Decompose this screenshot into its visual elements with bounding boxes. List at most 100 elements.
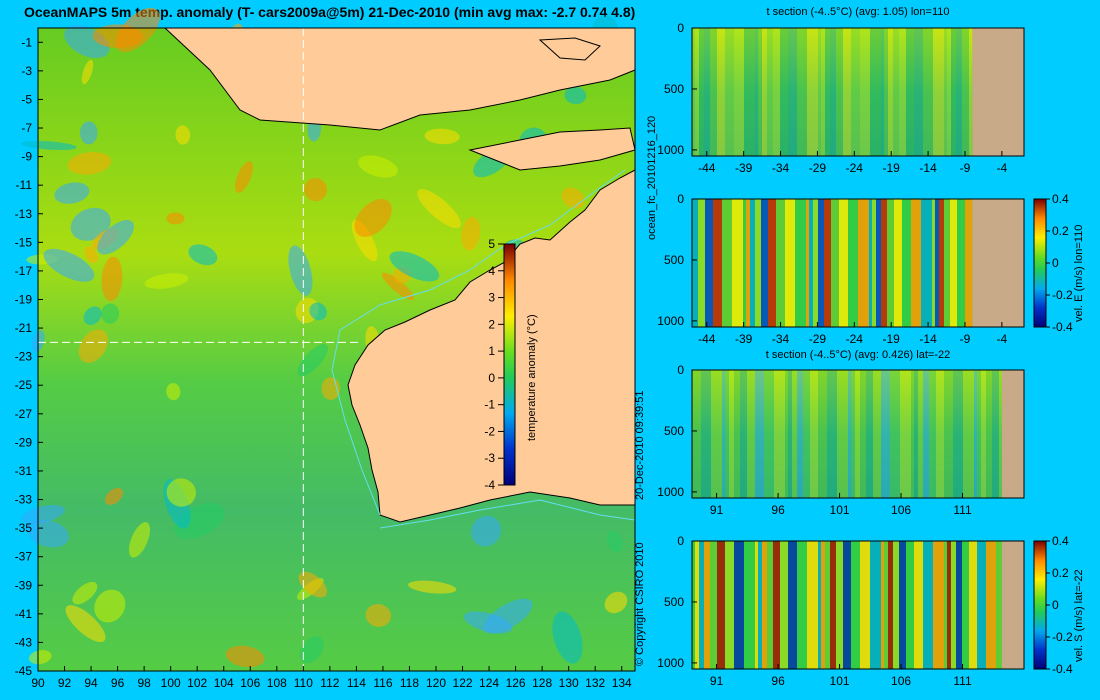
vel-e-section-stripe [950,199,957,327]
vel-e-colorbar-ticks: 0.4 0.2 0 -0.2 -0.4 [1046,192,1073,334]
map-anomaly-blob [297,343,329,377]
t-section-lon-stripe [767,28,773,156]
map-anomaly-blob [299,636,324,664]
vel-s-section-stripe [788,541,797,669]
t-section-lon-x-ticks: -44 -39 -34 -29 -24 -19 -14 -9 -4 [698,151,1008,175]
map-anomaly-blob [225,645,265,668]
vel-s-section-stripe [870,541,881,669]
map-anomaly-blob [101,256,123,302]
vel-s-section-land [1001,541,1024,669]
map-x-tick-label: 114 [347,676,366,690]
t-section-lat-stripe [944,370,953,498]
temperature-colorbar-tick-label: 3 [488,291,495,305]
vel-e-section-stripe [872,199,876,327]
t-section-lat-stripe [818,370,827,498]
t-section-lon-stripe [821,28,825,156]
map-x-tick-label: 90 [31,676,45,690]
t-section-lat-stripe [914,370,918,498]
vel-s-section-stripe [758,541,762,669]
vel-e-colorbar-gradient [1033,198,1047,328]
vel-s-section-x-tick-label: 91 [710,674,724,688]
temperature-colorbar-tick-label: 2 [488,317,495,331]
map-anomaly-blob [424,128,460,145]
t-section-lon-stripe [881,28,884,156]
map-anomaly-blob [72,581,98,605]
map-x-tick-label: 124 [479,676,499,690]
map-anomaly-blob [471,515,502,547]
map-anomaly-blob [79,121,98,145]
map-x-tick-label: 134 [612,676,632,690]
map-anomaly-blob [604,591,628,614]
vel-e-section-stripe [746,199,750,327]
map-anomaly-blob [417,189,461,229]
vel-e-section-stripe [831,199,839,327]
t-section-lat-stripe [711,370,722,498]
vel-s-section-y-tick-label: 0 [677,534,684,548]
vel-e-section-stripe [894,199,902,327]
t-section-lat-stripes [692,370,1002,498]
t-section-lon-stripe [762,28,767,156]
t-section-lon-stripe [906,28,914,156]
vel-e-section-x-tick-label: -4 [997,332,1008,346]
map-y-tick-label: -43 [15,635,33,649]
temperature-colorbar-tick-label: 4 [488,264,495,278]
vel-s-section-stripe [843,541,851,669]
map-anomaly-blob [606,530,623,553]
map-anomaly-blob [564,86,587,105]
t-section-lat-stripe [785,370,788,498]
t-section-lon-x-tick-label: -24 [846,161,864,175]
vel-e-colorbar-tick-label: -0.4 [1052,320,1073,334]
vel-s-section-stripe [956,541,962,669]
t-section-lon-stripe [825,28,830,156]
vel-e-section-stripe [813,199,818,327]
vel-e-section-stripe [768,199,776,327]
map-x-tick-label: 100 [161,676,181,690]
map-y-tick-label: -9 [21,150,32,164]
vel-e-section-panel: -44 -39 -34 -29 -24 -19 -14 -9 -4 0 500 1000 [657,192,1025,346]
temperature-colorbar-ticks: 5 4 3 2 1 0 -1 -2 -3 -4 [484,237,504,492]
map-x-tick-label: 130 [559,676,579,690]
map-anomaly-blob [104,487,124,505]
vel-s-section-stripe [914,541,923,669]
t-section-lon-stripe [884,28,888,156]
vel-s-section-stripe [933,541,944,669]
vel-s-section-stripe [717,541,725,669]
map-anomaly-blob [288,245,313,296]
vel-s-section-stripe [923,541,933,669]
t-section-lon-x-tick-label: -14 [919,161,937,175]
vel-e-section-x-tick-label: -34 [772,332,790,346]
vel-s-section-stripe [951,541,956,669]
t-section-lon-stripe [755,28,758,156]
t-section-lon-stripe [893,28,899,156]
map-anomaly-blob [463,611,513,634]
vel-s-section-stripe [986,541,996,669]
vel-e-colorbar-tick-label: 0.4 [1052,192,1069,206]
vel-e-section-stripe [876,199,881,327]
t-section-lat-stripe [923,370,929,498]
vel-e-section-stripe [755,199,761,327]
map-anomaly-blob [166,383,181,401]
vel-s-section-stripe [881,541,884,669]
vel-s-section-stripe [899,541,906,669]
map-y-tick-label: -13 [15,207,33,221]
vel-s-section-stripe [755,541,758,669]
t-section-lon-stripe [962,28,969,156]
vel-e-section-stripe [698,199,705,327]
t-section-lat-stripe [929,370,936,498]
vel-s-colorbar-tick-label: 0.2 [1052,566,1069,580]
map-y-tick-label: -33 [15,493,33,507]
vel-s-section-stripe [836,541,843,669]
map-panel: 90 92 94 96 98 100 102 104 106 108 110 112 114 116 118… [15,7,636,690]
vel-s-section-stripe [893,541,899,669]
t-section-lat-stripe [797,370,803,498]
vel-e-section-x-tick-label: -39 [735,332,753,346]
t-section-lat-stripe [755,370,764,498]
map-x-tick-label: 96 [111,676,125,690]
vel-e-section-x-tick-label: -29 [809,332,827,346]
map-anomaly-blob [381,272,414,301]
vel-e-section-stripe [902,199,911,327]
t-section-lat-stripe [848,370,851,498]
vel-e-section-stripe [785,199,795,327]
map-x-ticks: 90 92 94 96 98 100 102 104 106 108 110 112 114 116 118… [31,666,632,690]
